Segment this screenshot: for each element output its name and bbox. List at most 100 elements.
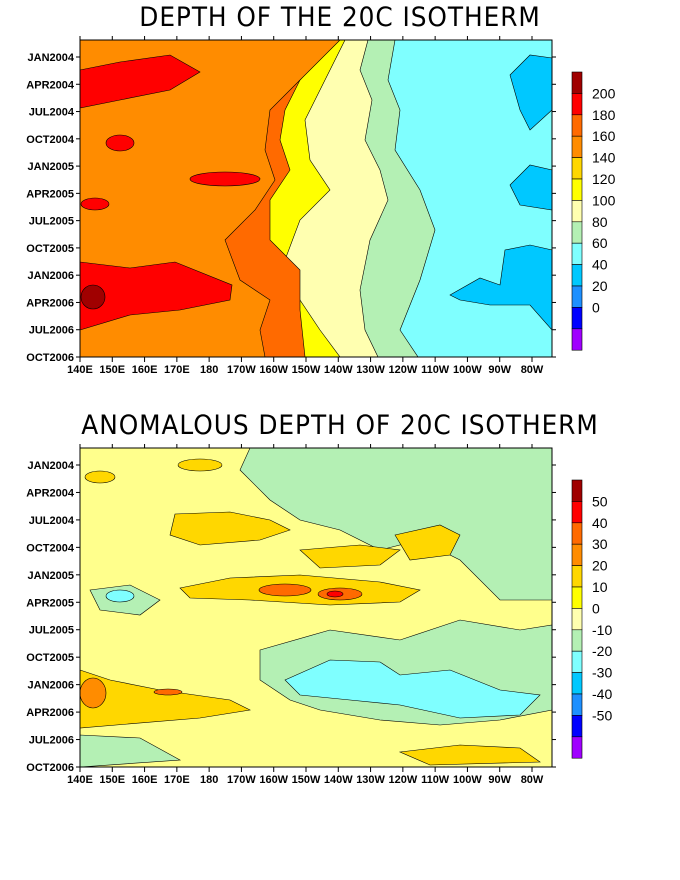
bottom-xtick-label: 120W <box>388 774 417 786</box>
bottom-colorbar-box <box>571 501 583 524</box>
bottom-xtick-label: 180 <box>200 774 218 786</box>
top-colorbar-box <box>571 264 583 287</box>
top-xtick-label: 170E <box>164 364 190 376</box>
bottom-colorbar-label: -40 <box>592 686 612 702</box>
bottom-colorbar-box <box>571 693 583 716</box>
top-xtick-label: 90W <box>488 364 511 376</box>
bottom-ytick-label: APR2006 <box>26 707 74 719</box>
bottom-plot-frame <box>79 447 553 768</box>
top-colorbar-box <box>571 221 583 244</box>
bottom-ytick-label: JUL2005 <box>29 625 74 637</box>
bottom-colorbar-box <box>571 565 583 588</box>
top-colorbar-box <box>571 178 583 201</box>
bottom-ytick-label: JUL2006 <box>29 735 74 747</box>
top-colorbar-label: 180 <box>592 107 616 123</box>
top-xtick-label: 80W <box>521 364 544 376</box>
top-panel: DEPTH OF THE 20C ISOTHERM <box>0 0 680 400</box>
anom-pos30-c <box>153 688 183 696</box>
top-xtick-label: 180 <box>200 364 218 376</box>
top-colorbar-label: 0 <box>592 299 600 315</box>
contour-200 <box>80 284 106 310</box>
contour-180-c <box>189 171 261 187</box>
bottom-ytick-label: JAN2005 <box>28 570 74 582</box>
top-colorbar-label: 140 <box>592 150 616 166</box>
top-xtick-label: 140W <box>324 364 353 376</box>
bottom-colorbar-box <box>571 479 583 502</box>
bottom-colorbar-label: 0 <box>592 600 600 616</box>
top-ytick-label: APR2004 <box>26 79 75 91</box>
top-colorbar-box <box>571 71 583 94</box>
anom-neg20-b <box>105 589 135 603</box>
bottom-colorbar-label: -10 <box>592 622 612 638</box>
chart-title-top: DEPTH OF THE 20C ISOTHERM <box>139 2 541 33</box>
bottom-xtick-label: 80W <box>521 774 544 786</box>
bottom-colorbar-box <box>571 650 583 673</box>
bottom-colorbar-box <box>571 736 583 759</box>
top-colorbar-box <box>571 93 583 116</box>
top-ytick-label: JUL2004 <box>29 107 75 119</box>
bottom-colorbar-label: -20 <box>592 643 612 659</box>
contour-180-e <box>79 261 233 331</box>
bottom-colorbar-box <box>571 672 583 695</box>
bottom-colorbar-label: 20 <box>592 558 608 574</box>
top-colorbar-box <box>571 242 583 265</box>
bottom-colorbar-box <box>571 715 583 738</box>
top-colorbar-label: 100 <box>592 192 616 208</box>
top-xtick-label: 170W <box>227 364 256 376</box>
bottom-xtick-label: 130W <box>356 774 385 786</box>
top-colorbar-label: 120 <box>592 171 616 187</box>
top-ytick-label: APR2005 <box>26 188 74 200</box>
bottom-ytick-label: OCT2004 <box>26 542 75 554</box>
bottom-xtick-label: 140W <box>324 774 353 786</box>
contour-180-b <box>105 134 135 152</box>
anom-pos10-f <box>398 744 541 766</box>
bottom-xtick-label: 150E <box>99 774 125 786</box>
bottom-ytick-label: JUL2004 <box>29 515 75 527</box>
bottom-ytick-label: APR2004 <box>26 487 75 499</box>
bottom-xtick-label: 160W <box>259 774 288 786</box>
bottom-colorbar-label: 40 <box>592 515 608 531</box>
top-xtick-label: 110W <box>421 364 450 376</box>
top-colorbar-label: 20 <box>592 278 608 294</box>
top-plot-frame <box>79 39 553 358</box>
anom-pos30-a <box>258 583 312 597</box>
anom-neg20-a <box>284 659 541 719</box>
top-xtick-label: 120W <box>388 364 417 376</box>
bottom-colorbar-label: 10 <box>592 579 608 595</box>
bottom-ytick-label: OCT2005 <box>26 652 74 664</box>
bottom-ytick-label: JAN2006 <box>28 680 74 692</box>
top-colorbar-label: 60 <box>592 235 608 251</box>
top-colorbar-box <box>571 200 583 223</box>
bottom-colorbar-label: 30 <box>592 536 608 552</box>
top-colorbar-label: 160 <box>592 128 616 144</box>
anom-pos10-d <box>299 544 401 569</box>
top-ytick-label: JUL2006 <box>29 325 74 337</box>
bottom-xtick-label: 90W <box>488 774 511 786</box>
bottom-xtick-label: 150W <box>292 774 321 786</box>
top-ytick-label: OCT2005 <box>26 243 74 255</box>
bottom-xtick-label: 140E <box>67 774 93 786</box>
bottom-ytick-label: OCT2006 <box>26 762 74 774</box>
top-xtick-label: 130W <box>356 364 385 376</box>
top-colorbar-box <box>571 285 583 308</box>
bottom-colorbar-box <box>571 629 583 652</box>
bottom-colorbar-label: -30 <box>592 665 612 681</box>
top-ytick-label: JAN2004 <box>28 52 75 64</box>
bottom-ytick-label: JAN2004 <box>28 460 75 472</box>
anom-pos40-a <box>326 590 344 598</box>
bottom-colorbar-box <box>571 608 583 631</box>
top-ytick-label: APR2006 <box>26 297 74 309</box>
top-colorbar-box <box>571 135 583 158</box>
bottom-xtick-label: 170W <box>227 774 256 786</box>
contour-180-d <box>80 197 110 211</box>
top-ytick-label: JUL2005 <box>29 216 74 228</box>
top-xtick-label: 140E <box>67 364 93 376</box>
top-xtick-label: 160W <box>259 364 288 376</box>
chart-title-bottom: ANOMALOUS DEPTH OF 20C ISOTHERM <box>81 410 599 441</box>
bottom-panel: ANOMALOUS DEPTH OF 20C ISOTHERM <box>0 400 680 800</box>
bottom-colorbar-box <box>571 543 583 566</box>
top-xtick-label: 100W <box>453 364 482 376</box>
top-ytick-label: OCT2004 <box>26 134 75 146</box>
bottom-xtick-label: 160E <box>132 774 158 786</box>
